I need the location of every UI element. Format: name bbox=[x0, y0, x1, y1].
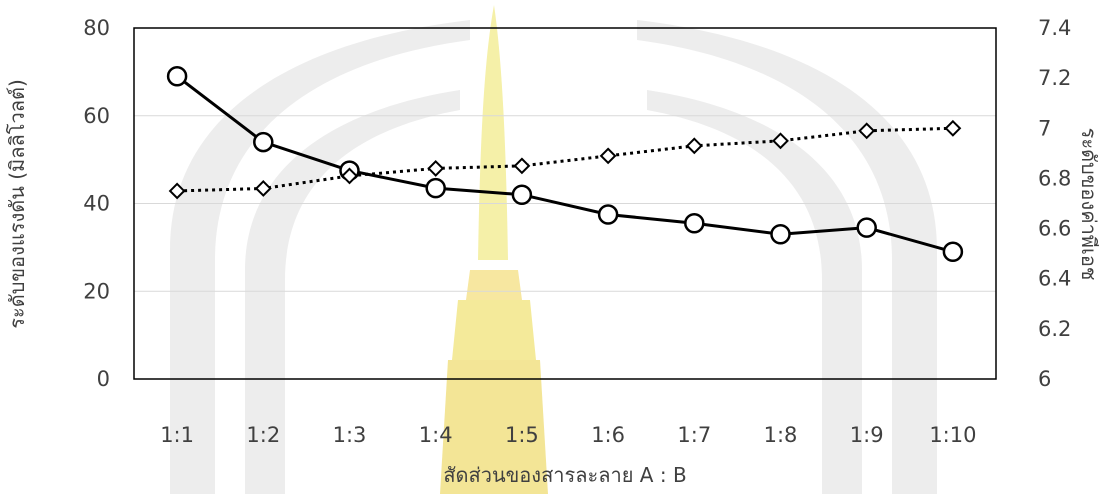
ph-point bbox=[599, 147, 617, 165]
x-tick-label: 1:8 bbox=[764, 423, 798, 447]
voltage-point bbox=[253, 131, 274, 153]
x-tick-label: 1:9 bbox=[850, 423, 884, 447]
right-tick-label: 6.2 bbox=[1038, 317, 1071, 341]
ph-point bbox=[168, 182, 186, 200]
right-tick-label: 7.2 bbox=[1038, 66, 1071, 90]
voltage-point bbox=[166, 66, 188, 87]
left-tick-label: 40 bbox=[83, 192, 110, 216]
left-tick-label: 60 bbox=[83, 104, 110, 128]
voltage-point bbox=[597, 204, 619, 225]
x-axis-ticks: 1:1 1:2 1:3 1:4 1:5 1:6 1:7 1:8 1:9 1:10 bbox=[160, 423, 976, 447]
right-tick-label: 6 bbox=[1038, 367, 1051, 391]
x-tick-label: 1:7 bbox=[677, 423, 711, 447]
x-tick-label: 1:5 bbox=[505, 423, 539, 447]
ph-point bbox=[685, 137, 703, 155]
right-tick-label: 6.4 bbox=[1038, 267, 1071, 291]
ph-point bbox=[341, 167, 358, 185]
right-axis-ticks: 6 6.2 6.4 6.6 6.8 7 7.2 7.4 bbox=[1038, 16, 1071, 391]
voltage-point bbox=[856, 217, 877, 238]
x-axis-title: สัดส่วนของสารละลาย A : B bbox=[443, 463, 686, 487]
x-tick-label: 1:6 bbox=[591, 423, 625, 447]
ph-point bbox=[513, 157, 531, 175]
right-tick-label: 6.8 bbox=[1038, 166, 1071, 190]
voltage-point bbox=[770, 223, 791, 245]
left-tick-label: 80 bbox=[83, 16, 110, 40]
ph-point bbox=[944, 119, 962, 137]
right-tick-label: 6.6 bbox=[1038, 217, 1071, 241]
left-axis-title: ระดับของแรงดัน (มิลลิโวลต์) bbox=[5, 79, 29, 329]
right-tick-label: 7 bbox=[1038, 116, 1051, 140]
voltage-point bbox=[684, 212, 705, 234]
right-tick-label: 7.4 bbox=[1038, 16, 1071, 40]
plot-area-border bbox=[133, 27, 997, 380]
left-tick-label: 20 bbox=[83, 279, 110, 303]
series-layer bbox=[166, 66, 964, 263]
x-tick-label: 1:1 bbox=[160, 423, 194, 447]
voltage-series-line bbox=[176, 75, 954, 254]
ph-point bbox=[254, 180, 272, 197]
x-tick-label: 1:2 bbox=[246, 423, 280, 447]
x-tick-label: 1:10 bbox=[929, 423, 976, 447]
x-tick-label: 1:4 bbox=[419, 423, 453, 447]
right-axis-title: ระดับของค่าพีเอช bbox=[1077, 128, 1101, 281]
university-watermark bbox=[170, 5, 937, 494]
voltage-point bbox=[942, 241, 964, 263]
voltage-point bbox=[511, 184, 533, 205]
left-tick-label: 0 bbox=[97, 367, 110, 391]
voltage-point bbox=[425, 177, 446, 199]
x-tick-label: 1:3 bbox=[333, 423, 367, 447]
ph-point bbox=[427, 159, 445, 177]
left-axis-ticks: 0 20 40 60 80 bbox=[83, 16, 110, 391]
ph-point bbox=[858, 122, 876, 140]
ph-point bbox=[772, 132, 789, 150]
